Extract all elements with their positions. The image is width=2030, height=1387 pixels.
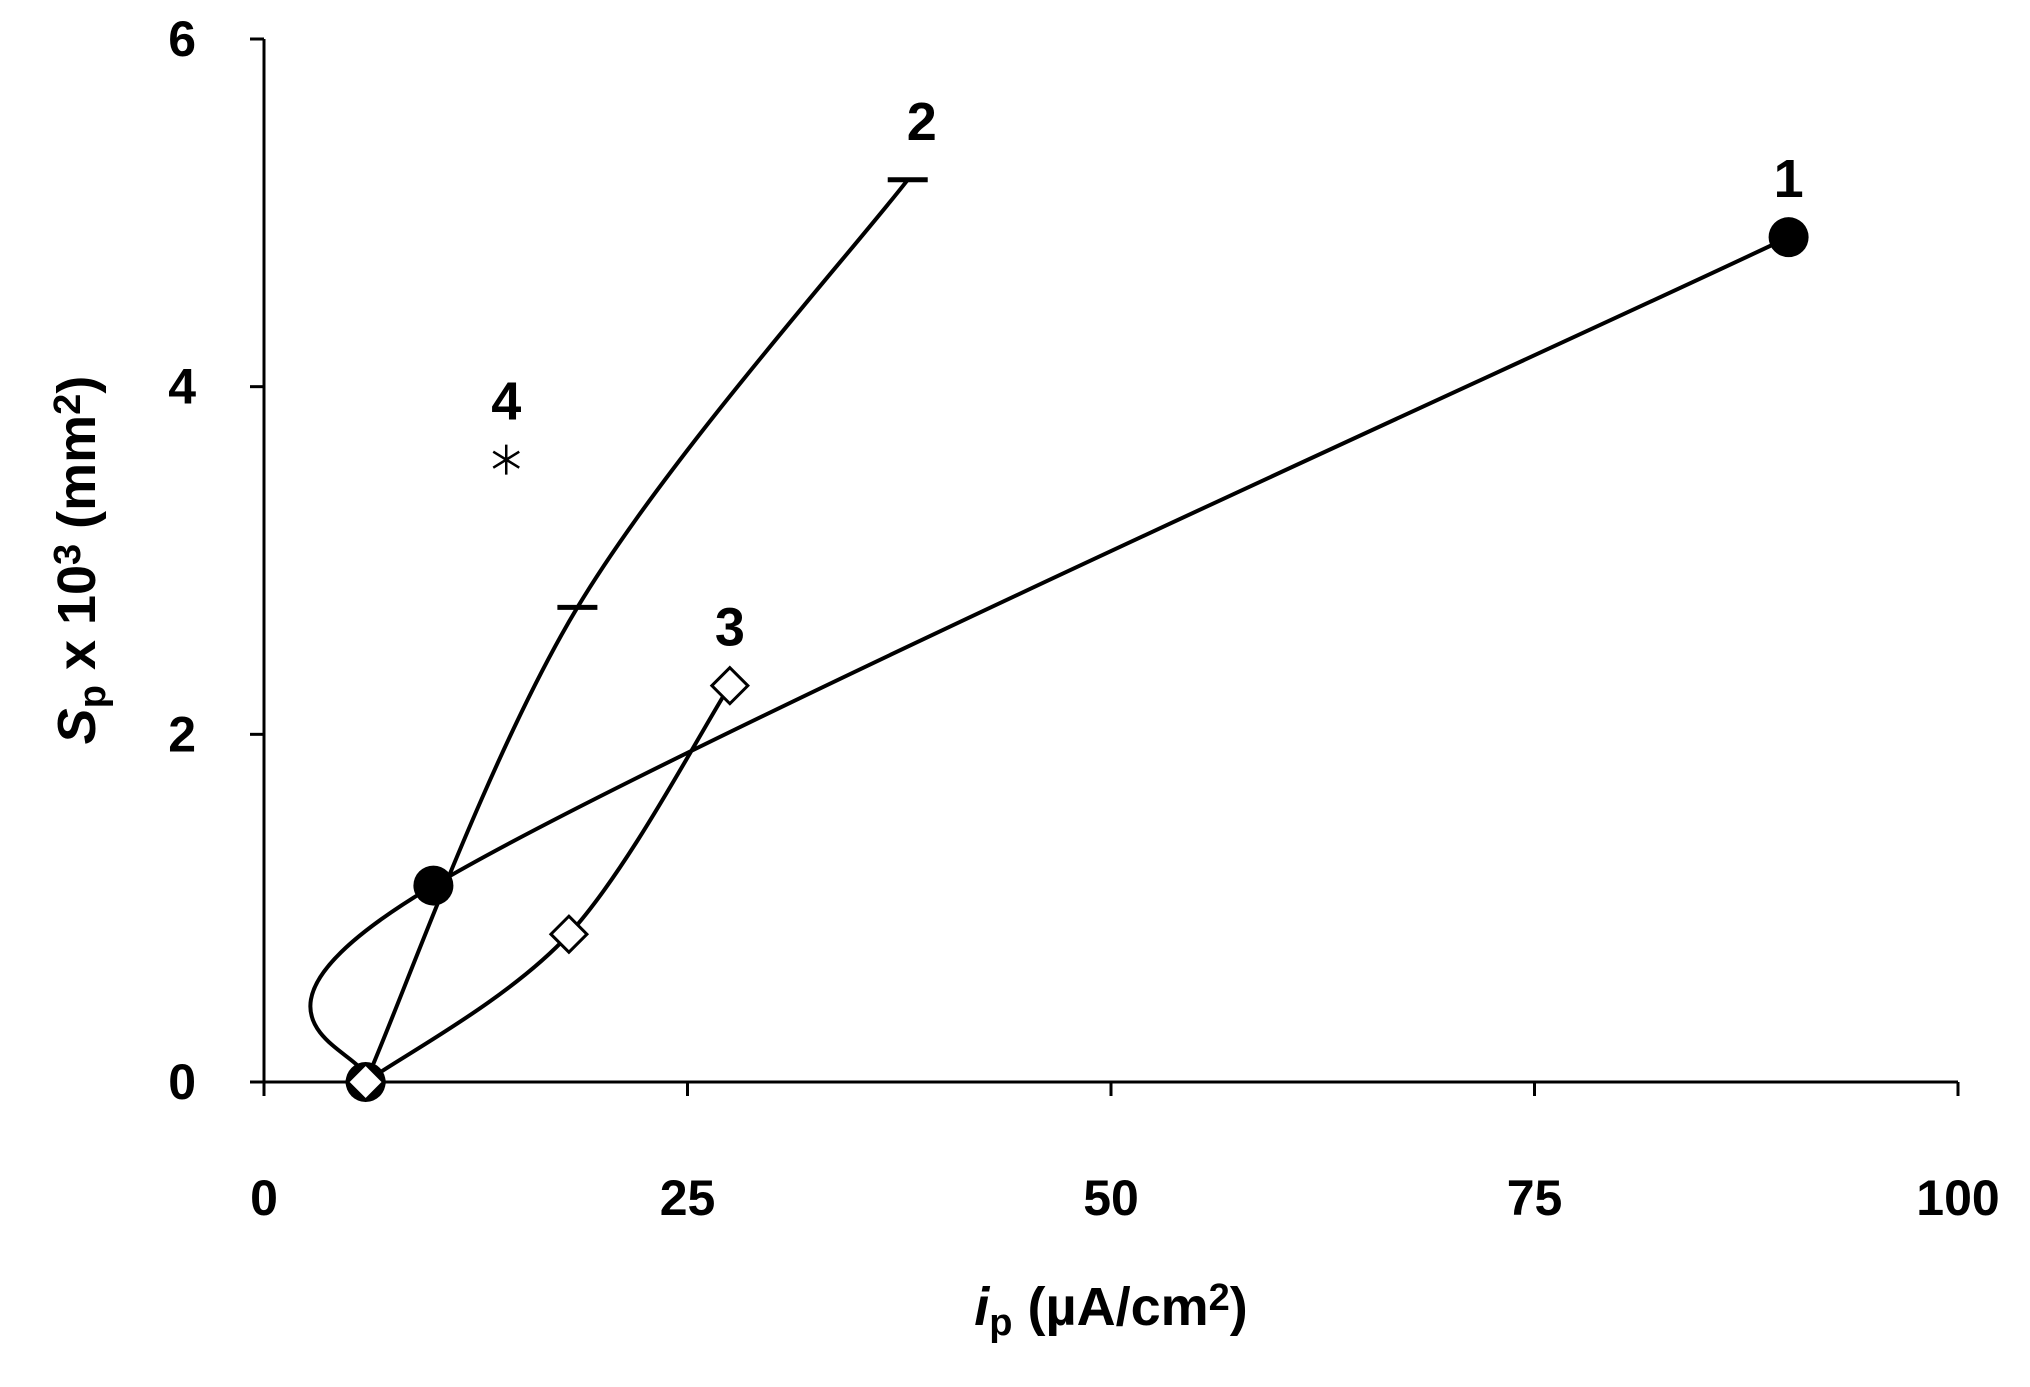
x-tick-label: 100 [1916, 1170, 1999, 1226]
y-tick-label: 6 [168, 11, 196, 67]
series-line [363, 178, 910, 1083]
series-label: 4 [491, 372, 521, 432]
x-tick-label: 25 [660, 1170, 716, 1226]
label-part: (µA/cm [1012, 1277, 1208, 1337]
label-part: S [47, 708, 107, 744]
point [413, 865, 454, 906]
y-tick-label: 2 [168, 706, 196, 762]
label-part: x 10 [47, 565, 107, 685]
label-part: p [989, 1302, 1012, 1344]
series-label: 1 [1774, 149, 1804, 209]
point [345, 1061, 386, 1103]
x-tick-label: 0 [250, 1170, 278, 1226]
label-part: p [72, 685, 114, 708]
point [492, 444, 520, 475]
label-part: 2 [47, 394, 89, 415]
series-line [308, 235, 1790, 1083]
label-part: ) [47, 376, 107, 394]
point [1768, 217, 1809, 258]
series-label: 2 [907, 92, 937, 152]
label-part: 2 [1209, 1277, 1230, 1319]
x-axis-label: ip (µA/cm2) [974, 1277, 1248, 1344]
x-tick-label: 50 [1083, 1170, 1139, 1226]
label-part: (mm [47, 415, 107, 544]
label-part: i [974, 1277, 990, 1337]
series-label: 3 [715, 598, 745, 658]
label-part: 3 [47, 544, 89, 565]
y-tick-label: 4 [168, 359, 196, 415]
point [709, 665, 750, 706]
point [548, 914, 590, 955]
y-tick-label: 0 [168, 1054, 196, 1110]
y-axis-label: Sp x 103 (mm2) [47, 376, 114, 745]
x-tick-label: 75 [1507, 1170, 1563, 1226]
label-part: ) [1230, 1277, 1248, 1337]
